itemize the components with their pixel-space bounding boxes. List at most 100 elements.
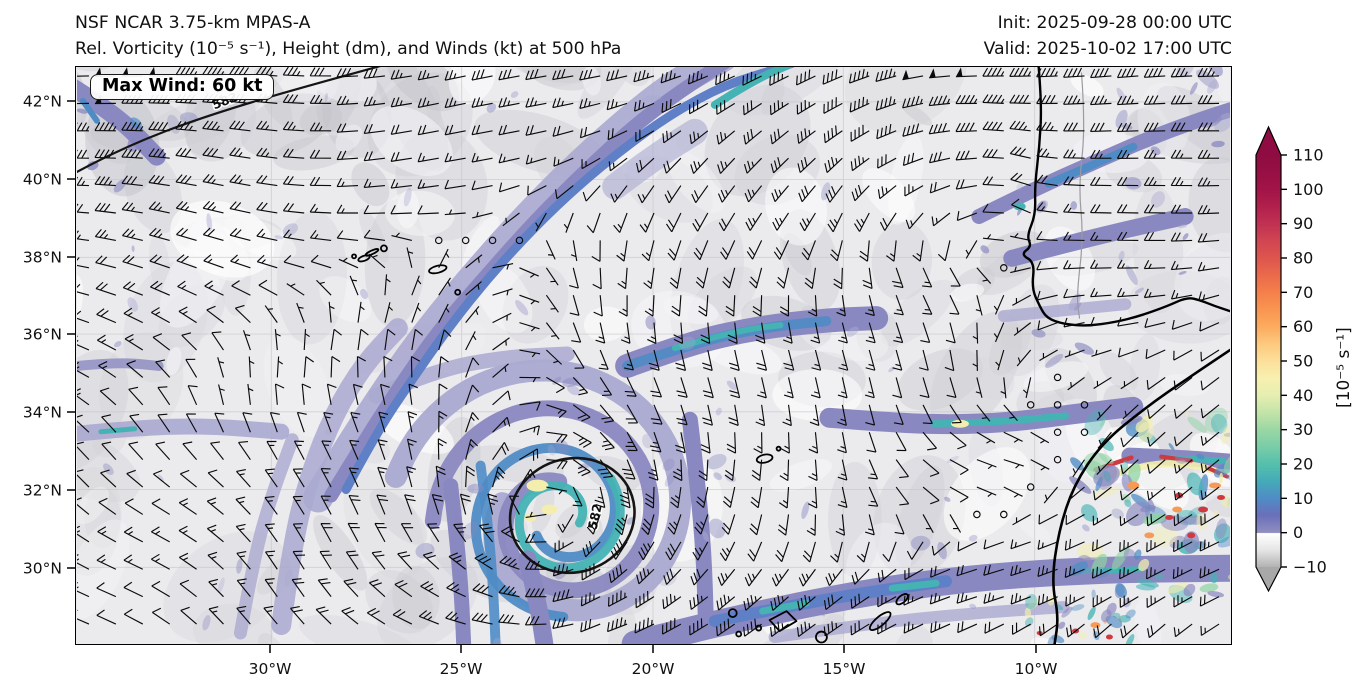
wind-barb (256, 201, 278, 214)
wind-barb (1143, 122, 1166, 132)
wind-barb (744, 185, 763, 203)
wind-barb (591, 240, 601, 262)
wind-barb (309, 67, 332, 77)
wind-barb (798, 185, 816, 203)
wind-barb (218, 384, 225, 405)
vorticity-blob (1230, 102, 1231, 120)
vorticity-blob (801, 501, 810, 520)
wind-barb (721, 514, 736, 535)
wind-barb (546, 486, 568, 495)
wind-barb (349, 439, 360, 460)
wind-barb (374, 522, 387, 543)
wind-barb (204, 280, 224, 296)
wind-barb (902, 95, 924, 109)
wind-barb (309, 203, 332, 214)
wind-barb (309, 229, 332, 241)
wind-barb (893, 322, 904, 344)
wind-barb (850, 620, 870, 636)
wind-barb (716, 618, 736, 637)
wind-barb (94, 149, 116, 159)
wind-barb (1036, 231, 1058, 241)
wind-barb (837, 404, 847, 426)
wind-barb (384, 302, 393, 323)
wind-barb (976, 404, 991, 422)
wind-barb (264, 468, 278, 488)
gray-mottle-blob (871, 222, 933, 300)
wind-barb (152, 333, 171, 351)
wind-barb (1093, 623, 1112, 639)
vorticity-blob (1197, 112, 1222, 128)
wind-barb (76, 230, 90, 241)
wind-barb (471, 97, 493, 108)
wind-barb (406, 466, 416, 488)
wind-barb (472, 211, 493, 219)
wind-barb (1173, 349, 1193, 361)
vorticity-blob (113, 123, 125, 133)
wind-barb (976, 459, 997, 470)
wind-barb (1170, 95, 1193, 105)
wind-barb (919, 377, 930, 399)
wind-barb (694, 514, 709, 535)
wind-barb (931, 212, 951, 227)
gray-mottle-blob (1070, 73, 1104, 98)
wind-barb (229, 174, 251, 187)
wind-barb (336, 150, 359, 161)
wind-barb (1016, 349, 1032, 367)
wind-barb (904, 567, 924, 581)
wind-barb (76, 149, 89, 159)
wind-barb (801, 240, 816, 261)
wind-barb (1063, 317, 1085, 328)
wind-barb (76, 335, 90, 351)
wind-barb (1036, 202, 1058, 214)
wind-barb (94, 122, 117, 132)
vorticity-blob (1204, 407, 1228, 433)
wind-barb (949, 404, 962, 424)
wind-barb (599, 404, 615, 424)
wind-barb (390, 205, 412, 215)
vorticity-blob (1186, 472, 1204, 496)
wind-barb (438, 277, 451, 296)
island-outline (428, 264, 448, 275)
figure-title: NSF NCAR 3.75-km MPAS-A (75, 13, 311, 33)
wind-barb (594, 486, 606, 509)
vorticity-blob (1091, 553, 1108, 575)
gray-mottle-blob (889, 625, 934, 644)
wind-barb (292, 495, 305, 515)
wind-barb (1063, 176, 1085, 187)
wind-barb (1097, 431, 1112, 449)
wind-barb (1200, 376, 1220, 391)
wind-barb (123, 554, 144, 570)
wind-barb (357, 328, 369, 351)
wind-barb (498, 97, 520, 108)
gray-mottle-blob (962, 357, 1015, 400)
wind-barb (1197, 122, 1220, 132)
vorticity-blob (1135, 583, 1156, 591)
wind-barb (851, 568, 870, 585)
wind-barb (269, 411, 280, 433)
wind-barb (293, 440, 305, 460)
wind-barb (1089, 95, 1112, 106)
wind-barb (363, 151, 385, 162)
wind-barb (229, 201, 251, 214)
wind-barb (1143, 204, 1166, 214)
wind-barb (76, 203, 90, 214)
gray-mottle-blob (370, 105, 453, 177)
wind-barb (1039, 349, 1058, 361)
wind-barb (336, 123, 359, 133)
wind-barb (639, 212, 655, 233)
vorticity-blob (1116, 87, 1126, 103)
wind-barb (177, 280, 197, 296)
wind-barb (1200, 431, 1220, 446)
wind-barb (498, 182, 520, 193)
wind-barb (597, 459, 614, 479)
wind-barb (570, 240, 578, 262)
gray-mottle-blob (1023, 361, 1089, 392)
wind-barb (810, 377, 821, 399)
wind-barb (390, 179, 412, 189)
wind-barb (725, 295, 736, 317)
wind-barb (569, 295, 580, 316)
wind-barb (1171, 319, 1193, 330)
wind-barb (446, 581, 466, 598)
wind-barb (949, 486, 969, 503)
wind-barb (1116, 149, 1139, 159)
